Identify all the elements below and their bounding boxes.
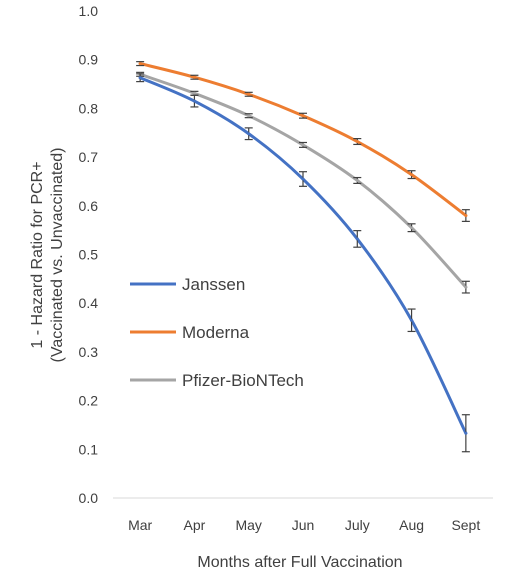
data-point-pfizer-biontech — [301, 143, 305, 147]
data-point-pfizer-biontech — [410, 226, 414, 230]
data-point-janssen — [301, 177, 305, 181]
legend-label-moderna: Moderna — [182, 323, 250, 342]
data-point-moderna — [247, 92, 251, 96]
x-tick-label: Sept — [451, 517, 480, 533]
y-tick-label: 0.3 — [79, 344, 99, 360]
data-point-janssen — [355, 237, 359, 241]
legend: Janssen Moderna Pfizer-BioNTech — [130, 275, 304, 390]
x-tick-label: July — [345, 517, 370, 533]
series-janssen — [136, 73, 470, 453]
y-tick-label: 0.7 — [79, 149, 99, 165]
y-tick-label: 1.0 — [79, 3, 99, 19]
x-tick-label: Jun — [292, 517, 315, 533]
data-point-janssen — [192, 99, 196, 103]
y-axis-ticks: 0.0 0.1 0.2 0.3 0.4 0.5 0.6 0.7 0.8 0.9 1.0 — [79, 3, 99, 506]
legend-item-pfizer-biontech: Pfizer-BioNTech — [130, 371, 304, 390]
y-axis-title-line-1: 1 - Hazard Ratio for PCR+ — [29, 161, 46, 348]
y-axis-title-line-2: (Vaccinated vs. Unvaccinated) — [49, 148, 66, 363]
x-tick-label: Apr — [184, 517, 206, 533]
legend-label-janssen: Janssen — [182, 275, 245, 294]
y-tick-label: 0.2 — [79, 393, 99, 409]
y-tick-label: 0.4 — [79, 295, 99, 311]
data-point-moderna — [301, 114, 305, 118]
data-point-janssen — [464, 431, 468, 435]
series-line-moderna — [138, 62, 468, 218]
x-axis-ticks: Mar Apr May Jun July Aug Sept — [128, 517, 480, 533]
y-tick-label: 0.6 — [79, 198, 99, 214]
series-layer — [136, 61, 470, 453]
y-tick-label: 0.9 — [79, 52, 99, 68]
x-tick-label: Aug — [399, 517, 424, 533]
data-point-janssen — [138, 76, 142, 80]
data-point-pfizer-biontech — [192, 91, 196, 95]
data-point-pfizer-biontech — [247, 114, 251, 118]
data-point-janssen — [410, 318, 414, 322]
x-tick-label: Mar — [128, 517, 152, 533]
data-point-moderna — [410, 173, 414, 177]
data-point-pfizer-biontech — [355, 178, 359, 182]
y-tick-label: 0.8 — [79, 100, 99, 116]
data-point-janssen — [247, 132, 251, 136]
data-point-moderna — [464, 214, 468, 218]
data-point-moderna — [138, 62, 142, 66]
legend-label-pfizer-biontech: Pfizer-BioNTech — [182, 371, 304, 390]
y-tick-label: 0.0 — [79, 490, 99, 506]
x-axis-title: Months after Full Vaccination — [197, 554, 402, 571]
data-point-moderna — [355, 140, 359, 144]
data-point-pfizer-biontech — [464, 285, 468, 289]
series-line-janssen — [138, 76, 468, 435]
y-tick-label: 0.1 — [79, 441, 99, 457]
series-moderna — [136, 61, 470, 222]
y-tick-label: 0.5 — [79, 247, 99, 263]
data-point-moderna — [192, 75, 196, 79]
x-tick-label: May — [235, 517, 261, 533]
legend-item-janssen: Janssen — [130, 275, 245, 294]
legend-item-moderna: Moderna — [130, 323, 250, 342]
